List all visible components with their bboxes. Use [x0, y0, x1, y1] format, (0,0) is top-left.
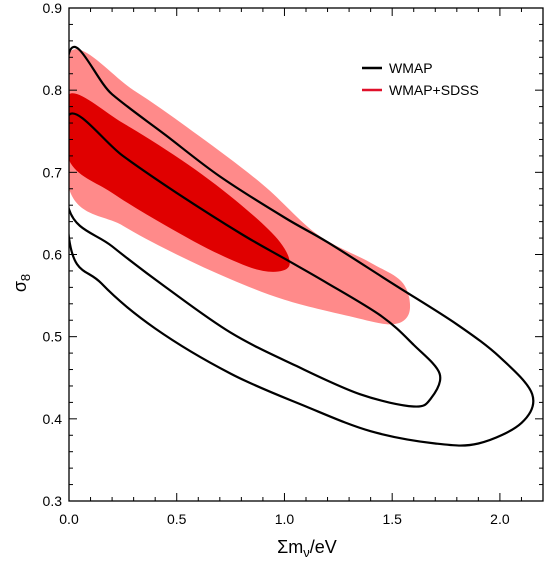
y-tick-label: 0.5 — [43, 329, 63, 345]
contour-wmap-sdss-95 — [69, 49, 411, 325]
tick-labels: 0.0 0.5 1.0 1.5 2.0 0.3 0.4 0.5 0.6 0.7 0.8 0.9 — [43, 0, 510, 527]
legend-label-wmap: WMAP — [389, 60, 433, 76]
x-tick-label: 1.0 — [275, 511, 295, 527]
contour-wmap-95 — [69, 45, 535, 447]
axis-ticks — [68, 7, 544, 502]
x-tick-label: 2.0 — [490, 511, 510, 527]
y-tick-label: 0.9 — [43, 0, 63, 16]
x-axis-label: Σmν/eV — [277, 537, 337, 560]
y-axis-label: σ8 — [10, 274, 33, 292]
legend: WMAP WMAP+SDSS — [362, 60, 479, 98]
x-tick-label: 1.5 — [382, 511, 402, 527]
y-tick-label: 0.6 — [43, 247, 63, 263]
y-tick-label: 0.8 — [43, 82, 63, 98]
contour-wmap-sdss-68 — [69, 93, 290, 272]
legend-label-wmap-sdss: WMAP+SDSS — [389, 82, 479, 98]
contour-wmap-68 — [69, 112, 442, 408]
x-tick-label: 0.0 — [59, 511, 79, 527]
contour-regions — [69, 45, 535, 447]
x-tick-label: 0.5 — [167, 511, 187, 527]
y-tick-label: 0.3 — [43, 493, 63, 509]
y-tick-label: 0.7 — [43, 164, 63, 180]
y-tick-label: 0.4 — [43, 411, 63, 427]
